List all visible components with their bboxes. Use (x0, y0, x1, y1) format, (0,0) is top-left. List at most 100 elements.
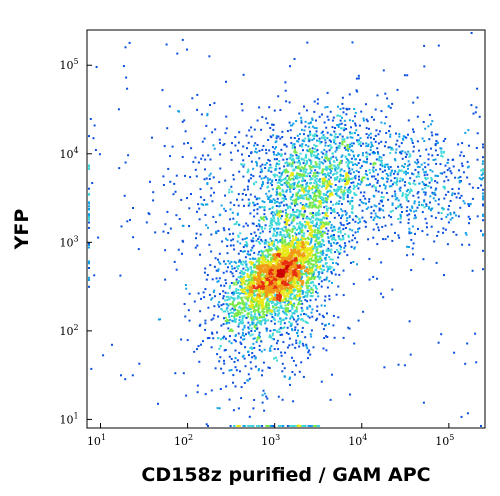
event-dot (423, 161, 426, 164)
event-dot (345, 178, 348, 181)
event-dot (341, 140, 344, 143)
event-dot (371, 185, 374, 188)
event-dot (248, 261, 251, 264)
event-dot (389, 152, 392, 154)
event-dot (249, 177, 252, 180)
event-dot (257, 368, 260, 371)
event-dot (261, 163, 264, 166)
event-dot (302, 158, 305, 161)
event-dot (369, 136, 372, 139)
event-dot (260, 216, 263, 219)
event-dot (291, 228, 294, 231)
event-dot (421, 211, 424, 214)
event-dot (273, 199, 276, 202)
event-dot (341, 192, 344, 195)
event-dot (296, 261, 299, 264)
event-dot (253, 281, 256, 284)
event-dot (296, 266, 299, 269)
event-dot (327, 207, 330, 210)
event-dot (213, 314, 216, 317)
event-dot (355, 129, 358, 132)
event-dot (252, 284, 255, 287)
event-dot (300, 231, 303, 234)
event-dot (451, 194, 454, 197)
event-dot (416, 96, 419, 99)
event-dot (447, 179, 450, 182)
event-dot (317, 251, 320, 254)
event-dot (422, 121, 425, 123)
event-dot (245, 289, 248, 292)
event-dot (298, 272, 301, 275)
event-dot (389, 135, 392, 138)
event-dot (323, 182, 326, 185)
event-dot (330, 208, 333, 211)
event-dot (258, 241, 261, 244)
event-dot (376, 173, 379, 176)
event-dot (329, 258, 332, 261)
event-dot (279, 275, 282, 278)
event-dot (295, 154, 298, 157)
event-dot (444, 228, 447, 231)
event-dot (339, 229, 342, 232)
event-dot (246, 284, 249, 287)
event-dot (246, 290, 249, 293)
event-dot (248, 289, 251, 292)
event-dot (260, 261, 262, 264)
event-dot (300, 280, 303, 283)
event-dot (227, 312, 230, 315)
event-dot (434, 142, 437, 145)
event-dot (305, 161, 308, 164)
event-dot (318, 283, 320, 286)
event-dot (464, 232, 467, 234)
event-dot (280, 299, 283, 302)
event-dot (275, 256, 278, 259)
event-dot (285, 184, 288, 187)
event-dot (236, 265, 239, 268)
event-dot (398, 188, 401, 190)
event-dot (407, 133, 409, 136)
event-dot (377, 133, 380, 136)
event-dot (237, 302, 239, 305)
event-dot (243, 338, 246, 341)
event-dot (326, 232, 329, 235)
event-dot (338, 226, 341, 229)
event-dot (255, 305, 258, 308)
event-dot (301, 342, 304, 345)
event-dot (364, 221, 367, 224)
event-dot (241, 198, 244, 201)
event-dot (305, 196, 308, 199)
event-dot (338, 163, 341, 166)
event-dot (289, 124, 292, 127)
event-dot (237, 281, 239, 284)
event-dot (430, 177, 433, 179)
event-dot (255, 275, 258, 278)
event-dot (402, 171, 405, 173)
event-dot (261, 183, 264, 185)
event-dot (256, 316, 259, 319)
event-dot (319, 197, 322, 200)
event-dot (345, 157, 348, 160)
event-dot (386, 235, 389, 238)
event-dot (346, 164, 349, 167)
event-dot (299, 242, 302, 244)
event-dot (286, 233, 289, 236)
event-dot (292, 211, 295, 213)
event-dot (255, 234, 257, 237)
event-dot (416, 115, 419, 118)
event-dot (264, 269, 267, 272)
event-dot (414, 168, 417, 171)
event-dot (352, 184, 355, 187)
event-dot (335, 166, 338, 169)
event-dot (319, 252, 322, 255)
event-dot (266, 295, 269, 298)
event-dot (372, 170, 375, 173)
event-dot (247, 308, 250, 311)
event-dot (287, 307, 290, 310)
event-dot (333, 238, 336, 241)
event-dot (257, 253, 260, 256)
event-dot (340, 190, 343, 193)
event-dot (341, 138, 344, 141)
event-dot (258, 261, 261, 264)
event-dot (348, 240, 351, 243)
event-dot (274, 238, 277, 241)
